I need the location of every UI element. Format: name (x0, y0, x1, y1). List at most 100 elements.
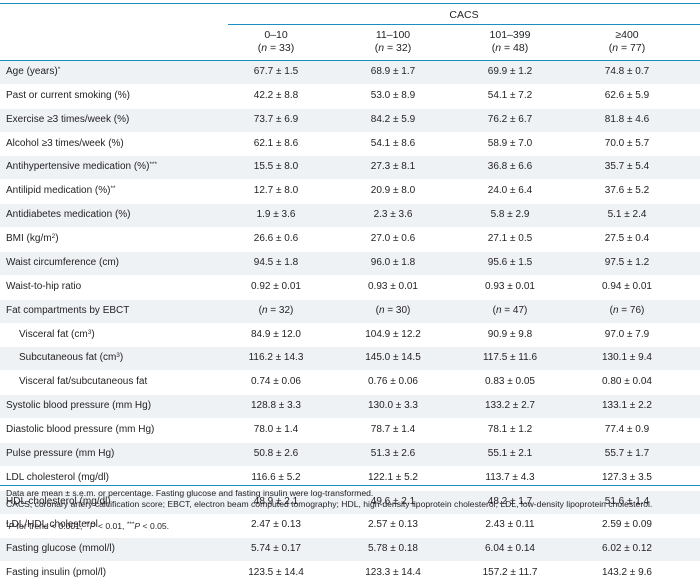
header-rule (0, 60, 700, 61)
row-label: LDL cholesterol (mg/dl) (6, 471, 110, 483)
table-cell: 130.0 ± 3.3 (368, 400, 418, 411)
row-label: LDL/HDL cholesterol (6, 519, 98, 531)
table-cell: 70.0 ± 5.7 (604, 137, 650, 149)
bottom-rule (0, 485, 700, 486)
table-cell: 58.9 ± 7.0 (487, 137, 533, 149)
table-cell: 0.76 ± 0.06 (368, 376, 418, 388)
table-cell-n: (n = 76) (609, 304, 645, 316)
table-row: Waist-to-hip ratio 0.92 ± 0.01 0.93 ± 0.01… (0, 276, 700, 299)
top-rule (0, 3, 700, 4)
table-cell: 73.7 ± 6.9 (253, 113, 299, 125)
row-label: BMI (kg/m2) (6, 233, 59, 244)
superscript: 3 (116, 352, 120, 360)
table-row: Exercise ≥3 times/week (%) 73.7 ± 6.9 84.2… (0, 108, 700, 132)
footnote-data: Data are mean ± s.e.m. or percentage. Fa… (6, 488, 374, 498)
row-label: Waist circumference (cm) (6, 256, 119, 268)
table-cell: 2.57 ± 0.13 (368, 519, 418, 531)
table-cell: 130.1 ± 9.4 (602, 352, 652, 364)
table-cell: 48.2 ± 1.7 (487, 495, 533, 507)
row-label: HDL cholesterol (mg/dl) (6, 495, 111, 507)
table-cell: 127.3 ± 3.5 (602, 471, 652, 483)
row-label: Past or current smoking (%) (6, 89, 130, 101)
table-cell: 78.7 ± 1.4 (370, 423, 416, 435)
table-cell: 67.7 ± 1.5 (253, 66, 299, 77)
table-figure: CACS 0–10 (n = 33) 11–100 (n = 32) 101–399 (n… (0, 3, 700, 578)
table-cell: 54.1 ± 7.2 (487, 89, 533, 101)
table-cell: 55.1 ± 2.1 (487, 447, 533, 459)
footnote-mark: *** (126, 521, 135, 528)
superscript: * (57, 66, 61, 73)
table-cell: 0.93 ± 0.01 (485, 280, 535, 292)
column-range: 101–399 (489, 29, 531, 41)
table-row: Pulse pressure (mm Hg) 50.8 ± 2.6 51.3 ± 2… (0, 442, 700, 466)
table-row: Fasting glucose (mmol/l) 5.74 ± 0.17 5.78 … (0, 538, 700, 562)
table-cell: 84.2 ± 5.9 (370, 113, 416, 125)
table-cell: 51.3 ± 2.6 (370, 447, 416, 459)
n-symbol: n (261, 304, 268, 316)
row-label: Exercise ≥3 times/week (%) (6, 113, 130, 125)
table-row: Antidiabetes medication (%) 1.9 ± 3.6 2.3 … (0, 204, 700, 228)
table-cell: 84.9 ± 12.0 (251, 328, 301, 340)
footnote-significance: *P for trend < 0.001, **P < 0.01, ***P <… (6, 521, 170, 531)
column-n: (n = 33) (257, 42, 295, 54)
n-symbol: n (495, 42, 502, 54)
table-cell: 2.3 ± 3.6 (373, 209, 413, 221)
table-cell: 15.5 ± 8.0 (253, 161, 299, 173)
table-cell: 123.5 ± 14.4 (248, 567, 304, 579)
row-label: Diastolic blood pressure (mm Hg) (6, 423, 155, 435)
table-cell: 2.47 ± 0.13 (251, 519, 301, 531)
table-row: Fasting insulin (pmol/l) 123.5 ± 14.4 123.… (0, 562, 700, 585)
row-label: Antidiabetes medication (%) (6, 209, 131, 221)
table-cell-n: (n = 30) (375, 304, 411, 316)
table-cell: 123.3 ± 14.4 (365, 567, 421, 579)
table-cell: 143.2 ± 9.6 (602, 567, 652, 579)
row-label: Waist-to-hip ratio (6, 280, 82, 292)
cacs-group-header: CACS (449, 9, 479, 21)
row-label: Alcohol ≥3 times/week (%) (6, 137, 124, 149)
row-label: Pulse pressure (mm Hg) (6, 447, 115, 459)
table-cell: 0.93 ± 0.01 (368, 280, 418, 292)
table-row: LDL cholesterol (mg/dl) 116.6 ± 5.2 122.1 … (0, 467, 700, 490)
row-label: Fasting glucose (mmol/l) (6, 543, 115, 555)
cacs-group-rule (228, 24, 700, 25)
row-label: Antilipid medication (%)** (6, 185, 116, 197)
table-cell: 53.0 ± 8.9 (370, 89, 416, 101)
table-cell: 68.9 ± 1.7 (370, 66, 416, 77)
table-cell: 55.7 ± 1.7 (604, 447, 650, 459)
table-cell: 122.1 ± 5.2 (368, 471, 418, 483)
table-cell: 2.59 ± 0.09 (602, 519, 652, 531)
table-cell: 51.6 ± 1.4 (604, 495, 650, 507)
table-cell: 97.5 ± 1.2 (604, 256, 650, 268)
table-cell: 12.7 ± 8.0 (253, 185, 299, 197)
table-cell: 97.0 ± 7.9 (604, 328, 650, 340)
table-cell: 54.1 ± 8.6 (370, 137, 416, 149)
column-n: (n = 32) (374, 42, 412, 54)
table-cell: 116.6 ± 5.2 (251, 471, 301, 483)
column-n: (n = 77) (608, 42, 646, 54)
table-row: Antihypertensive medication (%)*** 15.5 ±… (0, 156, 700, 180)
table-row: Age (years)* 67.7 ± 1.5 68.9 ± 1.7 69.9 ± 1… (0, 61, 700, 84)
column-range: 0–10 (264, 29, 288, 41)
table-cell: 81.8 ± 4.6 (604, 113, 650, 125)
table-cell: 96.0 ± 1.8 (370, 256, 416, 268)
table-cell: 74.8 ± 0.7 (604, 66, 650, 77)
table-cell: 78.0 ± 1.4 (253, 423, 299, 435)
table-cell: 94.5 ± 1.8 (253, 256, 299, 268)
table-cell: 49.6 ± 2.1 (370, 495, 416, 507)
column-header: 0–10 (n = 33) (218, 29, 334, 55)
p-symbol: P (134, 521, 141, 531)
column-range: 11–100 (375, 29, 411, 41)
table-cell: 24.0 ± 6.4 (487, 185, 533, 197)
table-cell: 35.7 ± 5.4 (604, 161, 650, 173)
table-cell: 76.2 ± 6.7 (487, 113, 533, 125)
table-cell-n: (n = 32) (258, 304, 294, 316)
table-cell: 1.9 ± 3.6 (256, 209, 296, 221)
table-cell: 27.1 ± 0.5 (487, 233, 533, 244)
row-label: Fasting insulin (pmol/l) (6, 567, 107, 579)
table-row: HDL cholesterol (mg/dl) 48.9 ± 2.1 49.6 ± … (0, 490, 700, 514)
table-cell: 20.9 ± 8.0 (370, 185, 416, 197)
column-header: 101–399 (n = 48) (452, 29, 568, 55)
n-symbol: n (378, 304, 385, 316)
footnote-mark: * (6, 521, 9, 528)
table-cell: 5.8 ± 2.9 (490, 209, 530, 221)
